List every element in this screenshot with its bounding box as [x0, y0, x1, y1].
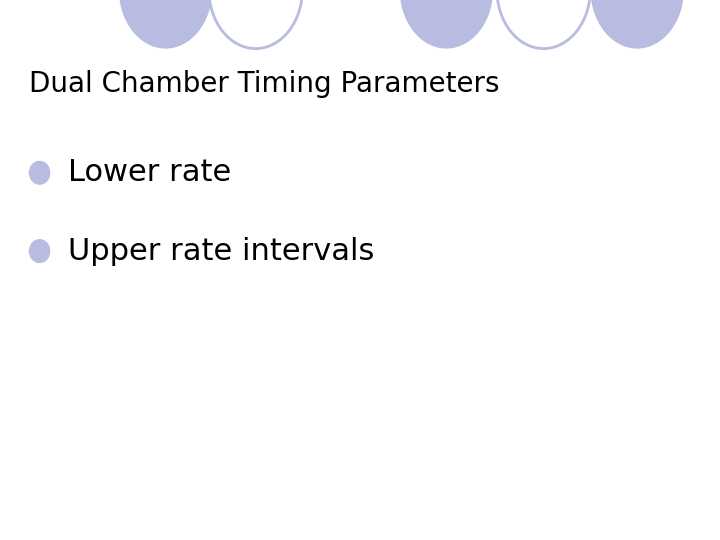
Ellipse shape [30, 161, 50, 184]
Ellipse shape [119, 0, 212, 49]
Text: Dual Chamber Timing Parameters: Dual Chamber Timing Parameters [29, 70, 499, 98]
Ellipse shape [30, 240, 50, 262]
Ellipse shape [497, 0, 590, 49]
Text: Upper rate intervals: Upper rate intervals [68, 237, 375, 266]
Ellipse shape [400, 0, 493, 49]
Ellipse shape [590, 0, 684, 49]
Text: Lower rate: Lower rate [68, 158, 232, 187]
Ellipse shape [209, 0, 302, 49]
